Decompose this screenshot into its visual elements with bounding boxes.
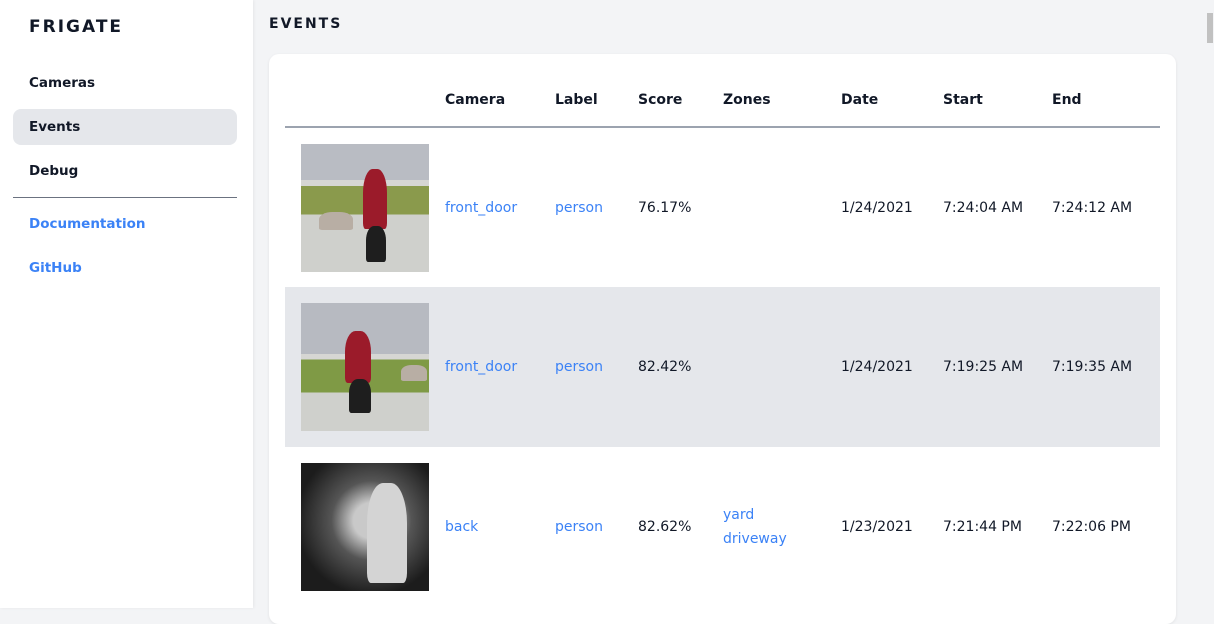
- header-date: Date: [841, 74, 943, 128]
- date: 1/24/2021: [841, 287, 943, 447]
- end-time: 7:24:12 AM: [1052, 199, 1133, 216]
- event-thumbnail[interactable]: [301, 463, 429, 591]
- camera-link[interactable]: front_door: [445, 199, 518, 216]
- table-row[interactable]: front_door person 76.17% 1/24/2021 7:24:…: [285, 127, 1160, 287]
- sidebar-item-debug[interactable]: Debug: [29, 163, 79, 179]
- score: 82.42%: [638, 287, 723, 447]
- event-thumbnail[interactable]: [301, 303, 429, 431]
- label-link[interactable]: person: [555, 519, 603, 535]
- link-documentation[interactable]: Documentation: [29, 216, 146, 232]
- page-title: EVENTS: [269, 16, 343, 32]
- score: 76.17%: [638, 199, 692, 216]
- brand-logo: FRIGATE: [29, 17, 124, 37]
- date: 1/23/2021: [841, 519, 913, 535]
- scrollbar[interactable]: [1202, 0, 1214, 608]
- end-time: 7:19:35 AM: [1052, 287, 1160, 447]
- scrollbar-thumb[interactable]: [1207, 13, 1213, 43]
- date: 1/24/2021: [841, 199, 913, 216]
- events-card: Camera Label Score Zones Date Start End …: [269, 54, 1176, 624]
- header-end: End: [1052, 74, 1160, 128]
- score: 82.62%: [638, 519, 692, 535]
- zone-link[interactable]: yard: [723, 507, 755, 523]
- label-link[interactable]: person: [555, 359, 603, 375]
- sidebar-item-events[interactable]: Events: [13, 109, 237, 145]
- camera-link[interactable]: back: [445, 519, 479, 535]
- camera-link[interactable]: front_door: [445, 359, 518, 375]
- header-camera: Camera: [445, 74, 555, 128]
- header-label: Label: [555, 74, 638, 128]
- link-github[interactable]: GitHub: [29, 260, 82, 276]
- table-row[interactable]: front_door person 82.42% 1/24/2021 7:19:…: [285, 287, 1160, 447]
- header-thumbnail: [285, 74, 445, 128]
- end-time: 7:22:06 PM: [1052, 519, 1131, 535]
- table-row[interactable]: back person 82.62% yard driveway 1/23/202…: [285, 447, 1160, 607]
- sidebar: FRIGATE Cameras Events Debug Documentati…: [0, 0, 253, 608]
- header-zones: Zones: [723, 74, 841, 128]
- sidebar-item-cameras[interactable]: Cameras: [29, 75, 96, 91]
- divider: [13, 197, 237, 198]
- start-time: 7:24:04 AM: [943, 199, 1024, 216]
- header-score: Score: [638, 74, 723, 128]
- label-link[interactable]: person: [555, 199, 603, 216]
- events-table: Camera Label Score Zones Date Start End …: [285, 74, 1160, 607]
- header-start: Start: [943, 74, 1052, 128]
- event-thumbnail[interactable]: [301, 143, 429, 272]
- zone-link[interactable]: driveway: [723, 531, 787, 547]
- start-time: 7:19:25 AM: [943, 287, 1052, 447]
- start-time: 7:21:44 PM: [943, 519, 1022, 535]
